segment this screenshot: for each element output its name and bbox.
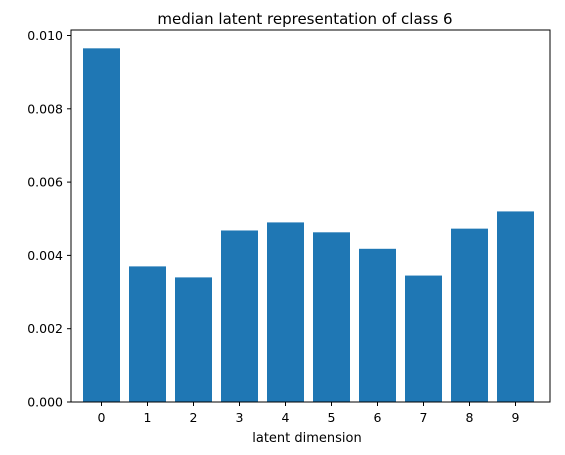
y-tick-label-1: 0.002 <box>27 321 63 336</box>
bar-2 <box>175 277 212 402</box>
x-tick-label-2: 2 <box>190 410 198 425</box>
bar-3 <box>221 230 258 402</box>
x-tick-label-8: 8 <box>466 410 474 425</box>
y-tick-label-3: 0.006 <box>27 175 63 190</box>
x-tick-label-4: 4 <box>282 410 290 425</box>
y-tick-label-5: 0.010 <box>27 28 63 43</box>
plot-frame <box>70 29 551 403</box>
x-tick-label-6: 6 <box>374 410 382 425</box>
bar-0 <box>83 48 120 402</box>
y-tick-label-4: 0.008 <box>27 101 63 116</box>
y-tick-label-0: 0.000 <box>27 395 63 410</box>
bar-9 <box>497 211 534 402</box>
y-axis: 0.000 0.002 0.004 0.006 0.008 0.010 <box>27 28 71 410</box>
x-axis-label: latent dimension <box>252 431 361 446</box>
x-tick-label-7: 7 <box>420 410 428 425</box>
bar-1 <box>129 266 166 402</box>
chart-title: median latent representation of class 6 <box>157 10 452 28</box>
bar-5 <box>313 232 350 402</box>
x-tick-label-9: 9 <box>512 410 520 425</box>
bar-6 <box>359 248 396 402</box>
x-tick-label-0: 0 <box>98 410 106 425</box>
x-tick-label-3: 3 <box>236 410 244 425</box>
x-tick-label-1: 1 <box>144 410 152 425</box>
bars-group <box>83 48 534 402</box>
bar-7 <box>405 275 442 402</box>
x-axis: 0 1 2 3 4 5 6 7 8 9 <box>98 402 520 425</box>
y-tick-label-2: 0.004 <box>27 248 63 263</box>
bar-4 <box>267 222 304 402</box>
x-tick-label-5: 5 <box>328 410 336 425</box>
bar-8 <box>451 228 488 402</box>
